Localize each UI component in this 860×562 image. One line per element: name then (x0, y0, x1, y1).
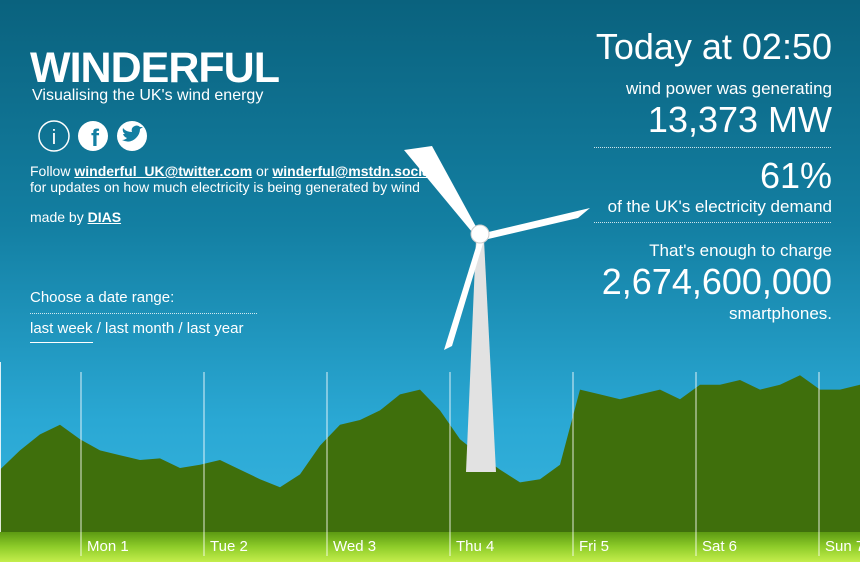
date-option[interactable]: last week (30, 320, 93, 343)
follow-line: Follow winderful_UK@twitter.com or winde… (30, 163, 434, 179)
separator: / (96, 320, 101, 337)
share-value: 61% (759, 155, 832, 196)
divider (30, 313, 257, 314)
day-label: Mon 1 (87, 538, 129, 555)
ground (0, 532, 860, 562)
social-icons[interactable]: i f (38, 120, 147, 152)
blade (404, 146, 480, 234)
facebook-glyph: f (91, 125, 100, 152)
day-label: Thu 4 (456, 538, 495, 555)
site-title: WINDERFUL (30, 44, 280, 92)
hub (470, 224, 490, 244)
mastodon-link[interactable]: winderful@mstdn.social (272, 163, 434, 179)
turbine (404, 146, 590, 472)
day-label: Sun 7 (825, 538, 860, 555)
credit-prefix: made by (30, 209, 84, 225)
follow-note: for updates on how much electricity is b… (30, 179, 420, 195)
date-range-label: Choose a date range: (30, 289, 175, 306)
info-icon[interactable] (38, 120, 70, 152)
follow-prefix: Follow (30, 163, 71, 179)
follow-joiner: or (256, 163, 269, 179)
tower (466, 240, 496, 472)
credit: made by DIAS (30, 209, 121, 225)
day-label: Tue 2 (210, 538, 248, 555)
twitter-glyph (122, 125, 143, 142)
info-glyph: i (52, 127, 56, 149)
divider (594, 222, 831, 223)
site-subtitle: Visualising the UK's wind energy (32, 87, 264, 104)
share-label: of the UK's electricity demand (607, 197, 832, 216)
day-label: Sat 6 (702, 538, 738, 555)
day-label: Wed 3 (333, 538, 377, 555)
charge-label: That's enough to charge (649, 241, 832, 260)
time: Today at 02:50 (595, 26, 832, 67)
credit-link[interactable]: DIAS (87, 209, 122, 225)
day-label: Fri 5 (579, 538, 609, 555)
divider (594, 147, 831, 148)
phones-label: smartphones. (729, 304, 832, 323)
blade (444, 234, 484, 350)
plot (0, 375, 860, 532)
twitter-link[interactable]: winderful_UK@twitter.com (74, 163, 253, 179)
power-value: 13,373 MW (647, 99, 832, 140)
facebook-icon[interactable] (78, 121, 108, 151)
separator: / (178, 320, 183, 337)
phones-value: 2,674,600,000 (601, 261, 832, 302)
date-option[interactable]: last month (105, 320, 175, 337)
date-range-options: last week / last month / last year (30, 320, 244, 343)
date-option[interactable]: last year (186, 320, 244, 337)
blade (480, 208, 590, 240)
power-label: wind power was generating (625, 79, 832, 98)
area (0, 375, 860, 532)
